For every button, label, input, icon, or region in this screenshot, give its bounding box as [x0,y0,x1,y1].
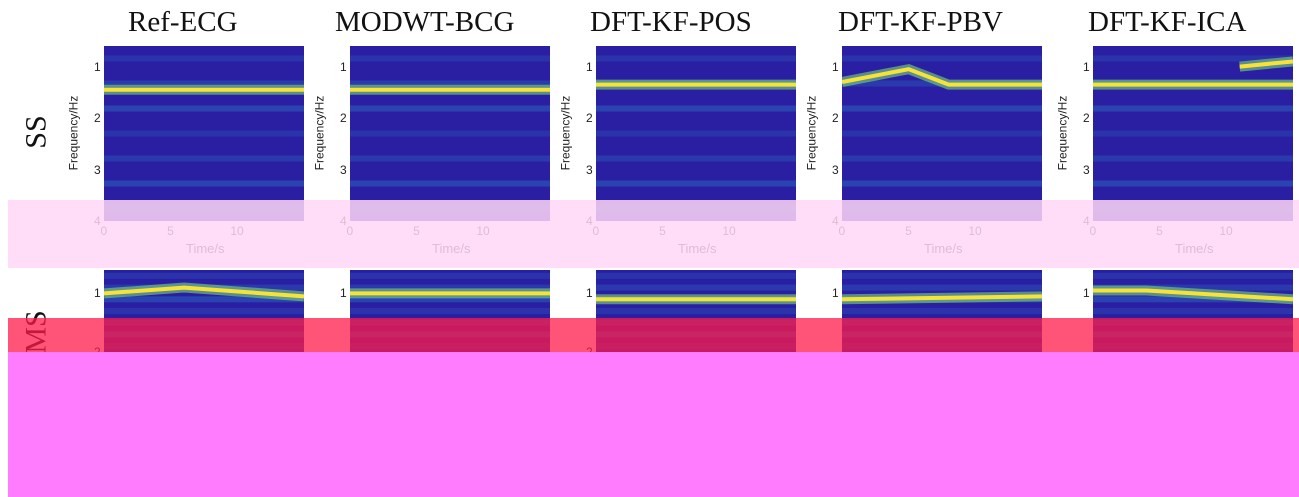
y-tick-label: 2 [1083,111,1090,126]
y-tick-label: 3 [94,162,101,177]
y-tick-label: 1 [1083,59,1090,74]
heatmap-texture-band [350,155,550,162]
y-tick-label: 1 [340,286,347,301]
y-tick-label: 1 [586,286,593,301]
heatmap-texture-band [104,80,304,87]
heatmap-texture-band [842,272,1042,279]
heatmap-texture-band [596,55,796,62]
heatmap-texture-band [596,308,796,314]
ridge-line-1 [842,294,1042,302]
heatmap-texture-band [350,296,550,303]
y-tick-label: 3 [1083,162,1090,177]
heatmap-texture-band [104,155,304,162]
heatmap-texture-band [1093,284,1293,291]
heatmap-texture-band [1093,55,1293,62]
heatmap-texture-band [350,55,550,62]
col-title-modwt-bcg: MODWT-BCG [335,6,515,38]
y-axis-label: Frequency/Hz [312,95,327,170]
heatmap-panel-ss-2 [350,46,550,221]
y-tick-label: 2 [340,111,347,126]
y-tick-label: 1 [94,286,101,301]
heatmap-texture-band [104,308,304,314]
overlay-magenta-block [8,352,1299,497]
y-tick-label: 3 [832,162,839,177]
heatmap-texture-band [596,284,796,291]
heatmap-texture-band [350,308,550,314]
heatmap-texture-band [104,105,304,112]
heatmap-texture-band [1093,130,1293,137]
heatmap-texture-band [842,308,1042,314]
col-title-ref-ecg: Ref-ECG [128,6,238,38]
ridge-line-1 [104,285,304,299]
heatmap-texture-band [1093,272,1293,279]
y-tick-label: 1 [94,59,101,74]
heatmap-panel-ss-5 [1093,46,1293,221]
y-tick-label: 3 [340,162,347,177]
heatmap-texture-band [104,296,304,303]
heatmap-texture-band [596,155,796,162]
y-tick-label: 1 [832,59,839,74]
heatmap-texture-band [842,130,1042,137]
y-tick-label: 1 [1083,286,1090,301]
overlay-red-band [8,318,1299,352]
y-tick-label: 1 [586,59,593,74]
heatmap-texture-band [350,284,550,291]
heatmap-svg [596,46,796,221]
row-label-ss: SS [19,115,53,149]
heatmap-panel-ss-3 [596,46,796,221]
col-title-dft-kf-pbv: DFT-KF-PBV [838,6,1003,38]
heatmap-texture-band [842,55,1042,62]
y-axis-label: Frequency/Hz [558,95,573,170]
heatmap-texture-band [1093,308,1293,314]
heatmap-texture-band [596,130,796,137]
heatmap-texture-band [350,105,550,112]
ridge-line-1 [842,67,1042,87]
heatmap-panel-ss-1 [104,46,304,221]
heatmap-texture-band [1093,180,1293,187]
heatmap-texture-band [596,105,796,112]
y-tick-label: 1 [340,59,347,74]
heatmap-background [1093,46,1293,221]
y-axis-label: Frequency/Hz [1055,95,1070,170]
heatmap-texture-band [1093,296,1293,303]
y-tick-label: 1 [832,286,839,301]
heatmap-texture-band [350,130,550,137]
heatmap-texture-band [842,155,1042,162]
heatmap-svg [842,46,1042,221]
heatmap-panel-ss-4 [842,46,1042,221]
heatmap-texture-band [350,272,550,279]
heatmap-svg [1093,46,1293,221]
ridge-line-2 [1239,59,1293,69]
ridge-line-1 [1093,288,1293,302]
y-tick-label: 2 [586,111,593,126]
heatmap-texture-band [350,180,550,187]
col-title-dft-kf-ica: DFT-KF-ICA [1088,6,1247,38]
y-tick-label: 3 [586,162,593,177]
heatmap-texture-band [842,284,1042,291]
col-title-dft-kf-pos: DFT-KF-POS [590,6,752,38]
heatmap-texture-band [596,272,796,279]
y-tick-label: 2 [94,111,101,126]
heatmap-texture-band [350,80,550,87]
heatmap-texture-band [104,130,304,137]
heatmap-texture-band [596,180,796,187]
heatmap-background [596,46,796,221]
heatmap-background [350,46,550,221]
heatmap-texture-band [104,55,304,62]
overlay-pink-band [8,200,1299,268]
heatmap-texture-band [842,105,1042,112]
y-tick-label: 2 [832,111,839,126]
heatmap-texture-band [1093,105,1293,112]
y-axis-label: Frequency/Hz [66,95,81,170]
heatmap-texture-band [1093,155,1293,162]
heatmap-texture-band [104,272,304,279]
heatmap-svg [104,46,304,221]
heatmap-background [104,46,304,221]
heatmap-svg [350,46,550,221]
heatmap-texture-band [842,180,1042,187]
y-axis-label: Frequency/Hz [804,95,819,170]
heatmap-texture-band [104,180,304,187]
